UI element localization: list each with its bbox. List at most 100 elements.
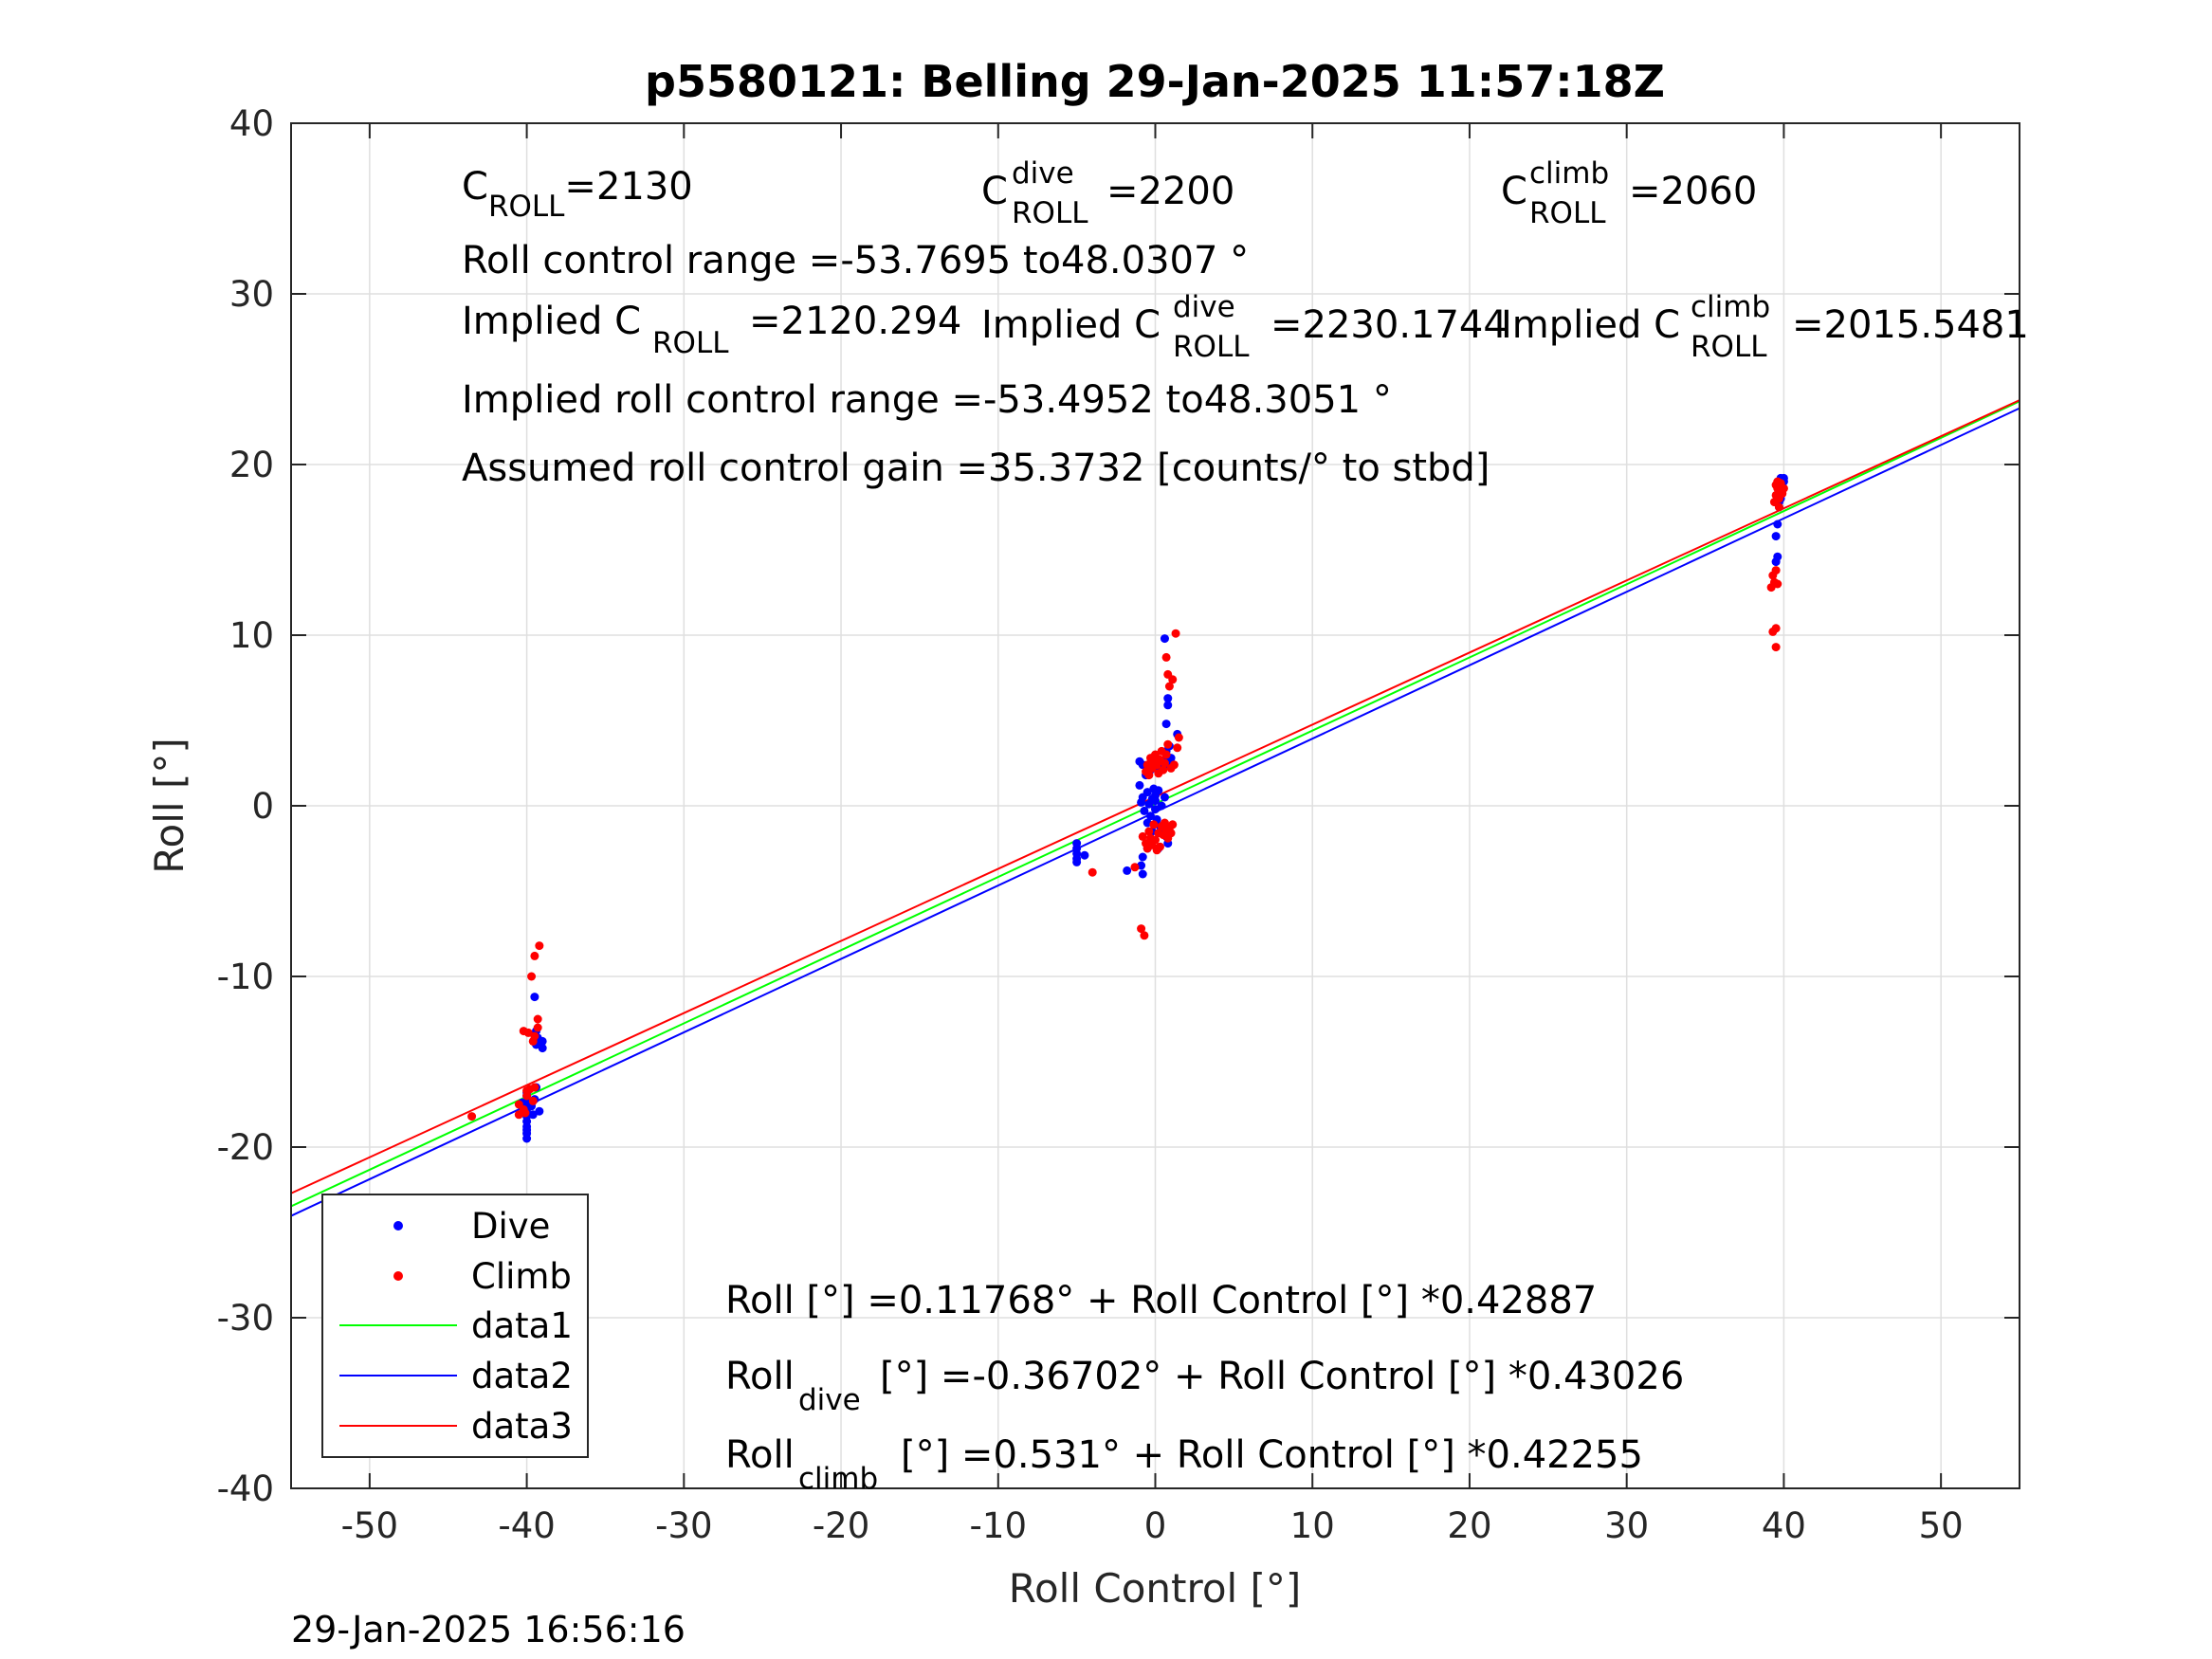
climb-point — [1168, 675, 1178, 684]
x-tick-label: 50 — [1919, 1505, 1964, 1546]
climb-point — [523, 1028, 533, 1037]
c-dive-annotation: C dive ROLL =2200 — [981, 149, 1234, 232]
legend-data1-label: data1 — [471, 1305, 573, 1346]
climb-point — [1163, 739, 1173, 749]
y-tick-label: 10 — [229, 615, 274, 656]
dive-point — [1163, 701, 1173, 710]
climb-point — [1166, 829, 1176, 838]
climb-point — [1774, 502, 1783, 512]
legend: Dive Climb data1 data2 data3 — [321, 1194, 589, 1458]
climb-point — [1160, 758, 1169, 768]
climb-point — [535, 941, 544, 951]
dive-point — [1163, 694, 1173, 703]
climb-point — [1155, 842, 1164, 851]
climb-point — [530, 951, 539, 960]
climb-point — [521, 1108, 530, 1118]
dive-point — [1160, 793, 1169, 802]
climb-point — [1173, 743, 1182, 753]
climb-point — [1144, 771, 1154, 780]
climb-point — [533, 1014, 542, 1024]
x-tick-label: -20 — [813, 1505, 869, 1546]
climb-point — [1161, 750, 1171, 759]
y-tick-label: 40 — [229, 103, 274, 144]
implied-range-annotation: Implied roll control range =-53.4952 to4… — [462, 378, 1392, 422]
equation-all: Roll [°] =0.11768° + Roll Control [°] *0… — [725, 1279, 1597, 1322]
y-tick-label: -10 — [217, 957, 274, 997]
dive-point — [1154, 786, 1163, 795]
implied-c-annotation: Implied C ROLL =2120.294 — [462, 300, 961, 362]
climb-point — [1140, 931, 1149, 940]
dive-point — [1143, 788, 1152, 797]
legend-dive-label: Dive — [471, 1206, 550, 1247]
y-tick-label: -30 — [217, 1298, 274, 1339]
climb-point — [1171, 629, 1180, 638]
climb-point — [1088, 867, 1097, 877]
climb-point — [527, 972, 537, 981]
dive-point — [1138, 852, 1147, 862]
climb-point — [1771, 481, 1781, 490]
climb-point — [1771, 624, 1781, 633]
climb-point — [530, 1083, 539, 1092]
dive-point — [1080, 850, 1089, 860]
axis-ticks: -50 -40 -30 -20 -10 0 10 20 30 40 50 -40 -30 -20 -10 0 1… — [217, 103, 2020, 1546]
legend-dive-marker — [393, 1221, 403, 1231]
climb-point — [522, 1091, 532, 1101]
climb-point — [1771, 566, 1781, 575]
x-tick-label: 10 — [1290, 1505, 1335, 1546]
climb-point — [1151, 835, 1160, 845]
chart-title: p5580121: Belling 29-Jan-2025 11:57:18Z — [645, 56, 1665, 107]
dive-point — [538, 1036, 547, 1046]
dive-point — [1157, 801, 1166, 811]
climb-point — [1174, 733, 1183, 742]
climb-point — [1773, 579, 1782, 589]
dive-point — [1123, 866, 1132, 875]
dive-point — [1135, 780, 1144, 790]
gain-annotation: Assumed roll control gain =35.3732 [coun… — [462, 447, 1490, 490]
climb-point — [1779, 483, 1788, 493]
climb-point — [533, 1023, 542, 1032]
climb-point — [1138, 831, 1147, 841]
climb-point — [1168, 820, 1178, 830]
timestamp: 29-Jan-2025 16:56:16 — [291, 1609, 686, 1650]
equation-dive: Roll dive [°] =-0.36702° + Roll Control … — [725, 1355, 1684, 1419]
y-tick-label: 0 — [251, 786, 274, 827]
y-tick-label: 30 — [229, 274, 274, 315]
x-axis-label: Roll Control [°] — [1009, 1565, 1302, 1612]
climb-point — [467, 1112, 477, 1121]
y-axis-label: Roll [°] — [146, 738, 192, 873]
dive-point — [1773, 552, 1782, 561]
y-tick-label: -40 — [217, 1468, 274, 1509]
climb-point — [1169, 760, 1179, 770]
dive-point — [538, 1044, 547, 1053]
climb-point — [1161, 652, 1171, 662]
implied-dive-annotation: Implied C dive ROLL =2230.1744 — [981, 283, 1508, 366]
dive-point — [1138, 869, 1147, 879]
legend-climb-marker — [393, 1271, 403, 1281]
implied-climb-annotation: Implied C climb ROLL =2015.5481 — [1501, 283, 2029, 366]
climb-point — [1159, 765, 1168, 775]
x-tick-label: 40 — [1762, 1505, 1806, 1546]
climb-point — [1144, 827, 1154, 836]
dive-point — [1135, 757, 1144, 766]
dive-point — [1072, 857, 1082, 866]
dive-point — [1146, 811, 1156, 821]
climb-point — [1774, 494, 1783, 503]
climb-point — [1771, 643, 1781, 652]
climb-point — [1164, 682, 1174, 691]
dive-point — [1140, 806, 1149, 815]
data-points — [467, 473, 1788, 1143]
legend-data3-label: data3 — [471, 1406, 573, 1447]
climb-point — [528, 1096, 538, 1105]
dive-point — [528, 1110, 538, 1120]
climb-point — [1130, 863, 1140, 872]
equation-climb: Roll climb [°] =0.531° + Roll Control [°… — [725, 1433, 1643, 1498]
x-tick-label: -40 — [498, 1505, 555, 1546]
y-tick-label: 20 — [229, 445, 274, 485]
dive-point — [530, 993, 539, 1002]
climb-point — [1149, 820, 1159, 830]
dive-point — [1773, 520, 1782, 529]
x-tick-label: -10 — [970, 1505, 1027, 1546]
climb-point — [530, 1031, 539, 1041]
dive-point — [1161, 720, 1171, 729]
dive-point — [1160, 634, 1169, 644]
